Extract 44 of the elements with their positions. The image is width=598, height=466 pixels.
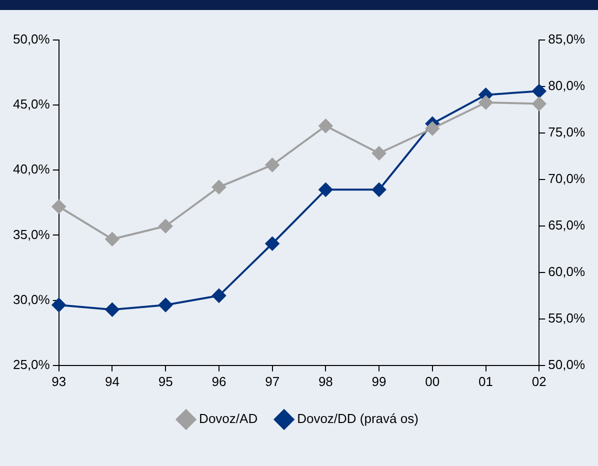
point [52,298,66,312]
y-tick-label: 45,0% [12,96,50,112]
legend-label: Dovoz/AD [199,411,258,426]
y-tick-label: 40,0% [12,162,50,177]
y2-tick-label: 55,0% [548,310,586,326]
y2-tick-label: 75,0% [548,124,586,140]
x-tick-label: 98 [318,374,333,389]
point [105,302,120,317]
point [212,180,226,194]
y2-tick-label: 65,0% [548,218,586,233]
point [425,122,440,136]
y-tick-label: 30,0% [12,292,50,307]
point [265,158,280,172]
point [532,84,546,98]
x-tick-label: 00 [425,374,440,389]
point [318,182,333,197]
y-tick-label: 50,0% [12,32,50,47]
point [478,95,493,110]
x-tick-label: 93 [52,374,66,389]
y2-tick-label: 50,0% [548,356,586,372]
point [158,298,173,312]
y-tick-label: 35,0% [12,226,50,242]
legend-label: Dovoz/DD (pravá os) [297,411,418,426]
x-tick-label: 99 [372,374,386,389]
point [52,200,66,214]
point [372,182,386,197]
point [212,288,226,303]
point [318,118,333,133]
x-tick-label: 01 [478,374,494,389]
x-tick-label: 96 [212,374,226,389]
point [265,236,280,251]
point [372,146,386,160]
y2-tick-label: 70,0% [548,171,586,186]
y-tick-label: 25,0% [12,356,50,372]
y2-tick-label: 60,0% [548,264,586,280]
y2-tick-label: 85,0% [548,32,586,47]
x-tick-label: 97 [265,374,280,389]
point [532,96,546,111]
x-tick-label: 95 [158,374,173,389]
y2-tick-label: 80,0% [548,78,586,94]
x-tick-label: 02 [532,374,546,389]
x-tick-label: 94 [104,374,120,389]
point [158,219,173,234]
point [105,232,120,246]
